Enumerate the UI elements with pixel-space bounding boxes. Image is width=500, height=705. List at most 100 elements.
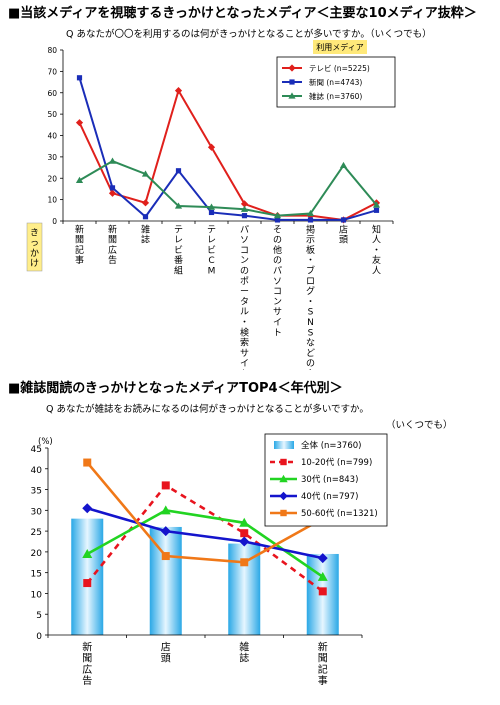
- data-point: [274, 217, 281, 223]
- x-category-label: 店頭: [161, 640, 171, 664]
- legend-marker: [279, 491, 288, 501]
- data-point: [83, 579, 92, 588]
- data-point: [108, 189, 117, 197]
- y-tick-label: 80: [47, 46, 57, 55]
- y-tick-label: 30: [47, 153, 57, 162]
- data-point: [83, 458, 92, 467]
- x-category-label: 知人・友人: [372, 223, 381, 276]
- data-point: [175, 168, 182, 174]
- series-line: [86, 507, 324, 560]
- legend-title: 利用メディア: [316, 42, 363, 52]
- data-point: [239, 536, 250, 547]
- legend-label: テレビ (n=5225): [309, 64, 370, 73]
- x-category-label: 店頭: [339, 223, 348, 245]
- data-point: [307, 217, 314, 223]
- y-tick-label: 15: [31, 570, 42, 580]
- legend-label: 雑誌 (n=3760): [309, 91, 362, 101]
- legend-marker: [288, 64, 296, 72]
- x-category-label: 雑誌: [141, 223, 150, 245]
- data-point: [141, 199, 150, 207]
- y-axis-unit: (%): [38, 437, 53, 447]
- series-line: [86, 461, 324, 564]
- x-category-label: テレビ C M: [207, 224, 216, 276]
- data-point: [160, 505, 171, 515]
- chart1-svg: 0 10 20 30 40 50 60 70 80 新聞記事 新聞広告 雑誌 テレビ番組 テレビ C M パソコ…: [26, 40, 396, 370]
- legend-marker: [280, 509, 287, 517]
- legend-marker: [280, 458, 287, 466]
- legend-marker: [279, 474, 288, 483]
- data-point: [240, 205, 249, 212]
- y-tick-label: 60: [47, 89, 57, 98]
- y-tick-label: 5: [36, 611, 42, 621]
- data-point: [318, 587, 327, 596]
- x-category-label: 新聞広告: [82, 640, 92, 687]
- chart2-heading: ■雑誌閲読のきっかけとなったメディアTOP4＜年代別＞: [8, 381, 343, 396]
- series-line: [78, 160, 378, 217]
- x-category-label: 新聞広告: [108, 223, 117, 266]
- side-label-box: [26, 222, 43, 272]
- y-tick-label: 35: [31, 487, 42, 497]
- y-tick-label: 20: [47, 174, 57, 183]
- data-point: [239, 517, 250, 527]
- data-point: [372, 201, 381, 208]
- data-point: [207, 143, 216, 151]
- y-tick-label: 0: [36, 632, 42, 642]
- chart1-heading: ■当該メディアを視聴するきっかけとなったメディア＜主要な10メディア抜粋＞: [8, 6, 477, 21]
- chart2-note: （いくつでも）: [386, 420, 453, 431]
- y-tick-label: 50: [47, 110, 57, 119]
- series-line: [78, 77, 377, 221]
- data-point: [340, 217, 347, 223]
- y-tick-label: 20: [31, 549, 43, 559]
- x-category-label: 新聞記事: [75, 223, 84, 266]
- legend-label: 30代 (n=843): [301, 474, 358, 485]
- series-line: [78, 88, 377, 221]
- data-point: [273, 212, 282, 219]
- x-category-label: その他のパソコンサイト: [273, 224, 282, 338]
- x-category-label: 新聞記事: [318, 640, 328, 687]
- data-point: [142, 214, 149, 220]
- y-tick-label: 40: [31, 466, 43, 476]
- data-point: [339, 161, 348, 169]
- legend-title-box: [313, 40, 367, 54]
- data-point: [317, 553, 328, 564]
- y-tick-label: 0: [52, 217, 57, 226]
- x-category-label: パソコンのポータル・検索サイト: [240, 224, 249, 370]
- data-point: [76, 75, 83, 81]
- legend-label: 新聞 (n=4743): [309, 77, 362, 87]
- data-point: [241, 213, 248, 219]
- data-point: [82, 503, 93, 514]
- y-tick-label: 40: [47, 132, 57, 141]
- data-point: [82, 548, 93, 558]
- y-tick-label: 70: [47, 67, 57, 76]
- data-point: [240, 529, 249, 538]
- data-point: [160, 526, 171, 537]
- chart1-question: Q あなたが〇〇を利用するのは何がきっかけとなることが多いですか。（いくつでも）: [66, 29, 432, 40]
- x-category-label: テレビ番組: [174, 224, 183, 276]
- data-point: [161, 552, 170, 561]
- data-point: [75, 119, 84, 127]
- data-point: [208, 209, 215, 216]
- data-point: [373, 207, 380, 213]
- data-point: [161, 481, 170, 490]
- data-point: [75, 176, 84, 183]
- legend-label: 50-60代 (n=1321): [301, 508, 378, 519]
- chart2-question: Q あなたが雑誌をお読みになるのは何がきっかけとなることが多いですか。: [46, 404, 369, 415]
- legend-label: 40代 (n=797): [301, 491, 358, 502]
- legend-bar-swatch: [274, 441, 294, 449]
- data-point: [240, 558, 249, 567]
- legend-label: 全体 (n=3760): [301, 440, 361, 451]
- y-tick-label: 25: [31, 528, 42, 538]
- bar: [71, 518, 104, 635]
- data-point: [207, 203, 216, 210]
- data-point: [317, 571, 328, 581]
- x-category-label: 雑誌: [239, 640, 249, 664]
- legend-label: 10-20代 (n=799): [301, 457, 372, 468]
- data-point: [174, 87, 183, 95]
- chart2-svg: 0 5 10 15 20 25 30 35 40 45(%) 新聞広告 店頭 雑誌 新聞記事 全体 (n=3…: [31, 433, 388, 687]
- side-label-text: きっかけ: [30, 227, 39, 269]
- y-tick-label: 10: [47, 196, 57, 205]
- y-tick-label: 10: [31, 590, 43, 600]
- y-tick-label: 45: [31, 445, 42, 455]
- legend-marker: [288, 92, 296, 99]
- series-line: [86, 483, 324, 593]
